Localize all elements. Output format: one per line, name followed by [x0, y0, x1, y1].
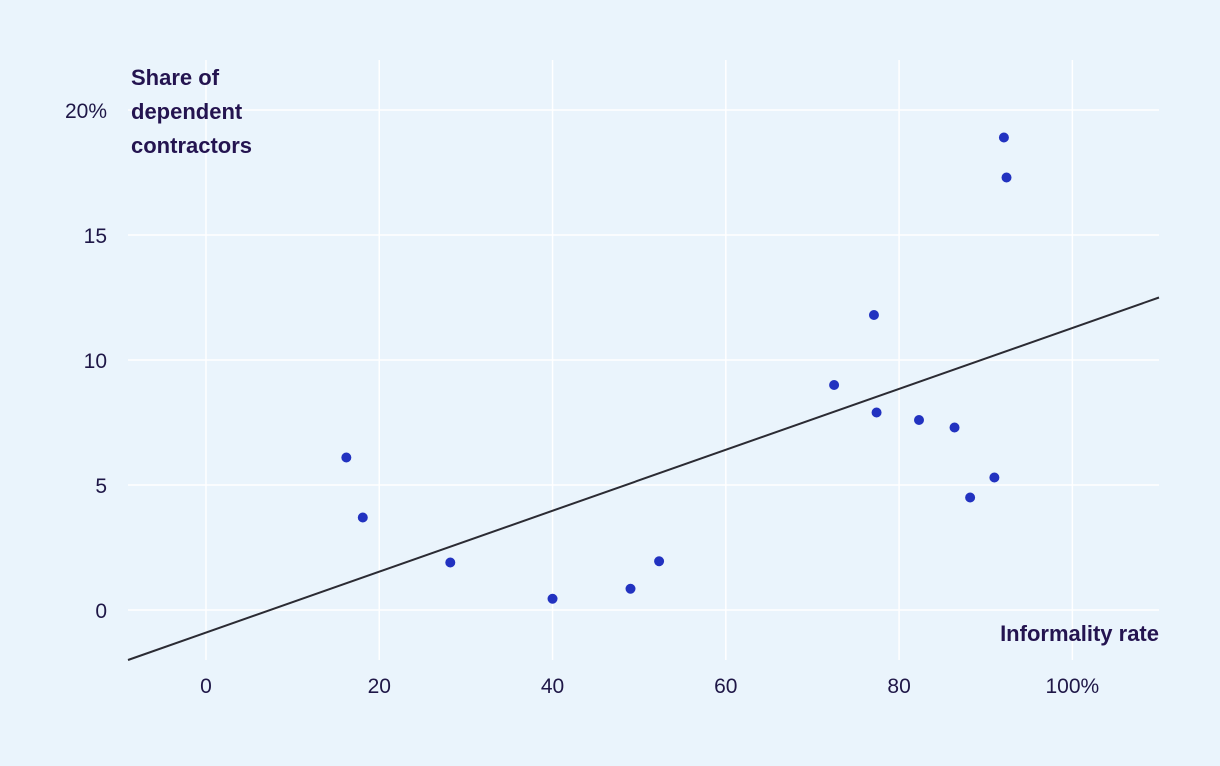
y-axis-title-line: Share of: [131, 65, 220, 90]
x-tick-label: 60: [714, 675, 737, 698]
data-point: [341, 452, 352, 463]
data-point: [547, 593, 558, 604]
x-axis-title: Informality rate: [1000, 621, 1159, 646]
x-tick-label: 100%: [1046, 675, 1100, 698]
data-points: [341, 132, 1012, 604]
grid: [128, 60, 1159, 660]
y-axis-title: Share of dependent contractors: [131, 65, 252, 158]
data-point: [871, 407, 882, 418]
y-tick-label: 20%: [65, 100, 107, 123]
data-point: [1001, 172, 1012, 183]
data-point: [654, 556, 665, 567]
data-point: [357, 512, 368, 523]
x-tick-label: 80: [887, 675, 910, 698]
x-tick-label: 0: [200, 675, 212, 698]
trend-line: [127, 296, 1160, 661]
data-point: [625, 583, 636, 594]
data-point: [965, 492, 976, 503]
trend-line-group: [127, 296, 1160, 661]
data-point: [445, 557, 456, 568]
data-point: [989, 472, 1000, 483]
x-tick-label: 20: [368, 675, 391, 698]
y-tick-label: 10: [84, 350, 107, 373]
data-point: [914, 415, 925, 425]
y-tick-label: 0: [95, 600, 107, 623]
y-tick-label: 15: [84, 225, 107, 248]
tick-labels: 0 5 10 15 20% 0 20 40 60 80 100%: [65, 100, 1099, 698]
y-axis-title-line: contractors: [131, 133, 252, 158]
data-point: [998, 132, 1009, 143]
data-point: [829, 380, 840, 390]
data-point: [868, 310, 879, 320]
y-tick-label: 5: [95, 475, 107, 498]
y-axis-title-line: dependent: [131, 99, 243, 124]
x-tick-label: 40: [541, 675, 564, 698]
data-point: [949, 422, 960, 433]
